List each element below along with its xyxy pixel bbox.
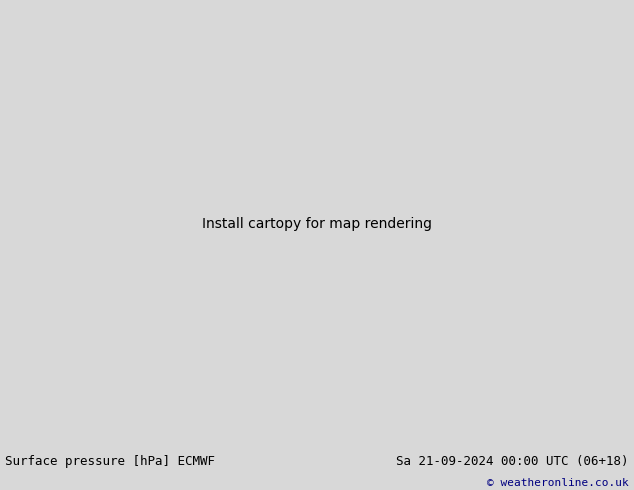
Text: © weatheronline.co.uk: © weatheronline.co.uk xyxy=(487,477,629,488)
Text: Sa 21-09-2024 00:00 UTC (06+18): Sa 21-09-2024 00:00 UTC (06+18) xyxy=(396,455,629,468)
Text: Install cartopy for map rendering: Install cartopy for map rendering xyxy=(202,217,432,231)
Text: Surface pressure [hPa] ECMWF: Surface pressure [hPa] ECMWF xyxy=(5,455,215,468)
